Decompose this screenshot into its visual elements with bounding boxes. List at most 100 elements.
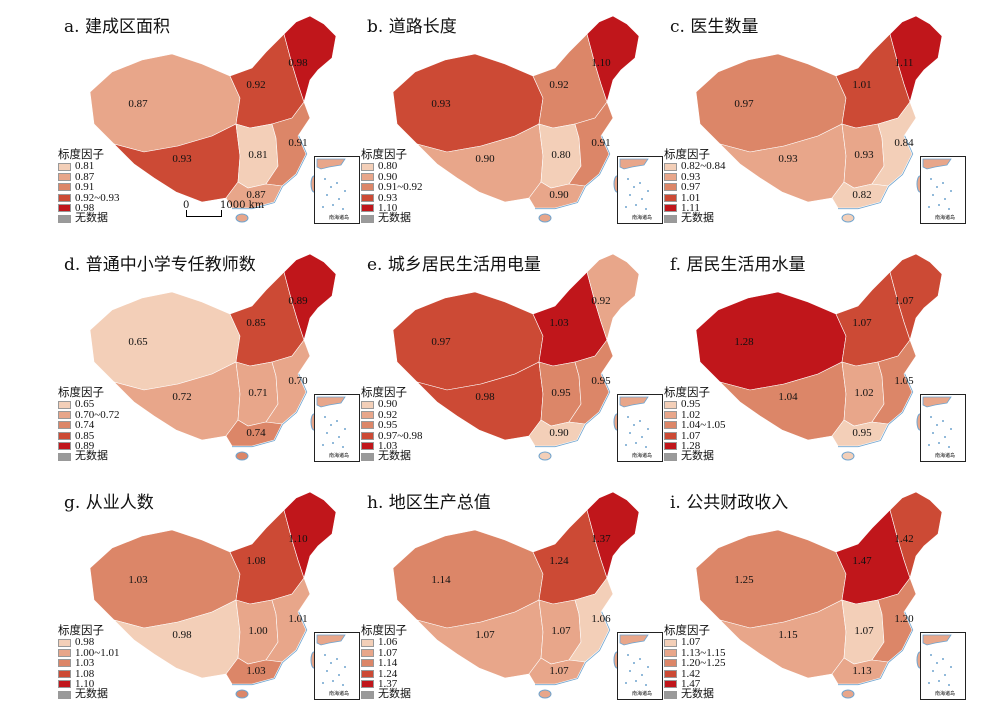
inset-label: 南海诸岛 xyxy=(632,691,653,697)
inset-map xyxy=(922,158,952,210)
legend-label: 0.85 xyxy=(75,429,95,442)
legend-label: 0.87 xyxy=(75,170,95,183)
region-east xyxy=(568,577,614,663)
inset-island xyxy=(344,666,346,668)
region-value-northwest: 0.65 xyxy=(128,336,148,348)
legend-item: 1.01 xyxy=(664,192,725,203)
legend-item: 1.14 xyxy=(361,657,411,669)
legend-label: 0.97~0.98 xyxy=(378,429,423,442)
china-map: 0.97 1.03 0.92 0.98 0.95 0.95 0.90 xyxy=(392,253,640,461)
legend-item: 0.95 xyxy=(664,399,725,410)
inset-island xyxy=(332,680,334,682)
inset-island xyxy=(330,424,332,426)
region-east xyxy=(871,577,917,663)
inset-island xyxy=(332,204,334,206)
legend-item: 1.03 xyxy=(58,657,119,669)
legend-item: 0.85 xyxy=(58,429,119,442)
inset-island xyxy=(950,666,952,668)
legend-label: 0.91 xyxy=(75,181,95,194)
panel-title: b. 道路长度 xyxy=(367,17,457,37)
legend-swatch xyxy=(58,659,71,668)
inset-island xyxy=(948,684,950,686)
legend-item-nodata: 无数据 xyxy=(58,688,119,701)
legend-item: 0.90 xyxy=(361,399,422,410)
legend-label: 无数据 xyxy=(378,450,411,463)
legend-item: 0.97 xyxy=(664,181,725,194)
inset-island xyxy=(627,416,629,418)
inset-island xyxy=(629,194,631,196)
region-value-southwest: 0.93 xyxy=(778,153,798,165)
region-value-northeast: 1.10 xyxy=(288,533,308,545)
legend: 标度因子 0.80 0.90 0.91~0.92 0.93 1.10 无数据 xyxy=(361,149,422,224)
legend-item: 0.87 xyxy=(58,170,119,183)
inset-island xyxy=(625,444,627,446)
legend: 标度因子 0.81 0.87 0.91 0.92~0.93 0.98 无数据 xyxy=(58,149,120,224)
legend-item-nodata: 无数据 xyxy=(664,213,725,224)
legend-title: 标度因子 xyxy=(361,625,407,637)
legend-swatch xyxy=(361,431,374,440)
region-value-south: 0.95 xyxy=(852,427,872,439)
legend: 标度因子 1.07 1.13~1.15 1.20~1.25 1.42 1.47 无数据 xyxy=(664,625,725,700)
region-south xyxy=(225,657,283,685)
region-hainan xyxy=(538,689,552,699)
region-value-central: 0.80 xyxy=(551,149,571,161)
scale-bar-line xyxy=(186,210,222,217)
region-value-central: 0.95 xyxy=(551,387,571,399)
region-value-east: 1.01 xyxy=(288,613,307,625)
legend-label: 0.81 xyxy=(75,160,95,173)
south-china-sea-inset: 南海诸岛 xyxy=(920,632,966,700)
region-northeast xyxy=(889,15,943,104)
legend-item: 1.47 xyxy=(664,678,725,690)
legend-item: 0.93 xyxy=(664,171,725,183)
region-value-northwest: 1.03 xyxy=(128,574,148,586)
region-south xyxy=(528,181,586,209)
region-east xyxy=(568,101,614,187)
inset-map xyxy=(316,396,346,448)
legend-item: 0.92 xyxy=(361,409,422,421)
region-value-northeast: 1.11 xyxy=(895,57,914,69)
region-south xyxy=(528,657,586,685)
region-value-northeast: 1.07 xyxy=(894,295,914,307)
legend-item-nodata: 无数据 xyxy=(58,213,119,224)
inset-map xyxy=(316,634,346,686)
legend-swatch xyxy=(664,421,677,430)
legend-item: 0.81 xyxy=(58,160,119,173)
legend-label: 1.42 xyxy=(681,667,701,680)
legend-item: 1.24 xyxy=(361,668,411,679)
region-value-southwest: 0.93 xyxy=(172,153,192,165)
inset-island xyxy=(326,432,328,434)
inset-landmass xyxy=(619,634,649,646)
inset-island xyxy=(641,436,643,438)
legend-label: 0.89 xyxy=(75,439,95,452)
legend-item: 0.93 xyxy=(361,192,422,203)
legend-label: 0.97 xyxy=(681,181,701,194)
legend-swatch xyxy=(664,214,677,223)
legend-label: 无数据 xyxy=(75,688,108,701)
inset-island xyxy=(645,208,647,210)
inset-island xyxy=(950,428,952,430)
inset-map xyxy=(922,396,952,448)
legend-item: 0.91 xyxy=(58,181,119,194)
region-northeast xyxy=(283,491,337,580)
legend-swatch xyxy=(664,410,677,419)
region-hainan xyxy=(538,213,552,223)
inset-island xyxy=(639,658,641,660)
region-value-central: 0.81 xyxy=(248,149,267,161)
legend-swatch xyxy=(664,648,677,657)
legend-swatch xyxy=(664,162,677,171)
inset-island xyxy=(639,420,641,422)
inset-island xyxy=(342,208,344,210)
inset-island xyxy=(627,654,629,656)
inset-island xyxy=(942,420,944,422)
legend-label: 0.74 xyxy=(75,419,95,432)
region-hainan xyxy=(538,451,552,461)
legend-title: 标度因子 xyxy=(361,149,407,161)
legend-item: 0.90 xyxy=(361,171,422,183)
inset-island xyxy=(928,206,930,208)
legend-item: 1.13~1.15 xyxy=(664,647,725,659)
region-value-central: 1.07 xyxy=(854,625,874,637)
legend-swatch xyxy=(361,204,374,213)
legend-label: 0.92~0.93 xyxy=(75,191,120,204)
legend-item: 0.65 xyxy=(58,399,119,410)
panel-title: a. 建成区面积 xyxy=(64,17,170,37)
